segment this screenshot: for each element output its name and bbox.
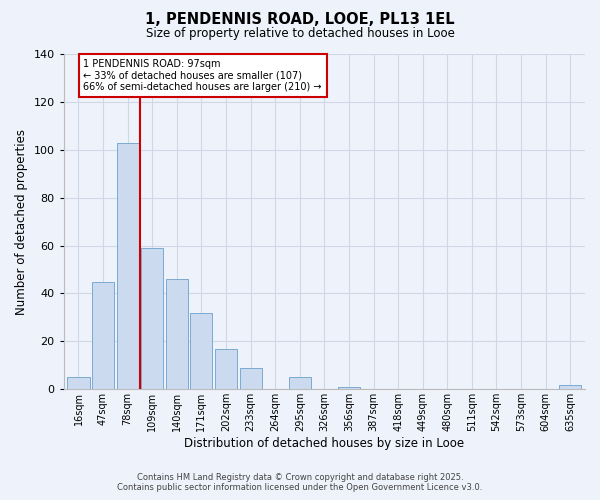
Bar [141,248,163,390]
Y-axis label: Number of detached properties: Number of detached properties [15,128,28,314]
Bar [338,387,360,390]
Bar [116,142,139,390]
Bar [215,348,237,390]
X-axis label: Distribution of detached houses by size in Looe: Distribution of detached houses by size … [184,437,464,450]
Bar [289,378,311,390]
Bar [190,312,212,390]
Text: Contains HM Land Registry data © Crown copyright and database right 2025.
Contai: Contains HM Land Registry data © Crown c… [118,473,482,492]
Bar [166,279,188,390]
Bar [92,282,114,390]
Text: Size of property relative to detached houses in Looe: Size of property relative to detached ho… [146,28,454,40]
Text: 1 PENDENNIS ROAD: 97sqm
← 33% of detached houses are smaller (107)
66% of semi-d: 1 PENDENNIS ROAD: 97sqm ← 33% of detache… [83,59,322,92]
Bar [67,378,89,390]
Bar [559,384,581,390]
Text: 1, PENDENNIS ROAD, LOOE, PL13 1EL: 1, PENDENNIS ROAD, LOOE, PL13 1EL [145,12,455,28]
Bar [239,368,262,390]
